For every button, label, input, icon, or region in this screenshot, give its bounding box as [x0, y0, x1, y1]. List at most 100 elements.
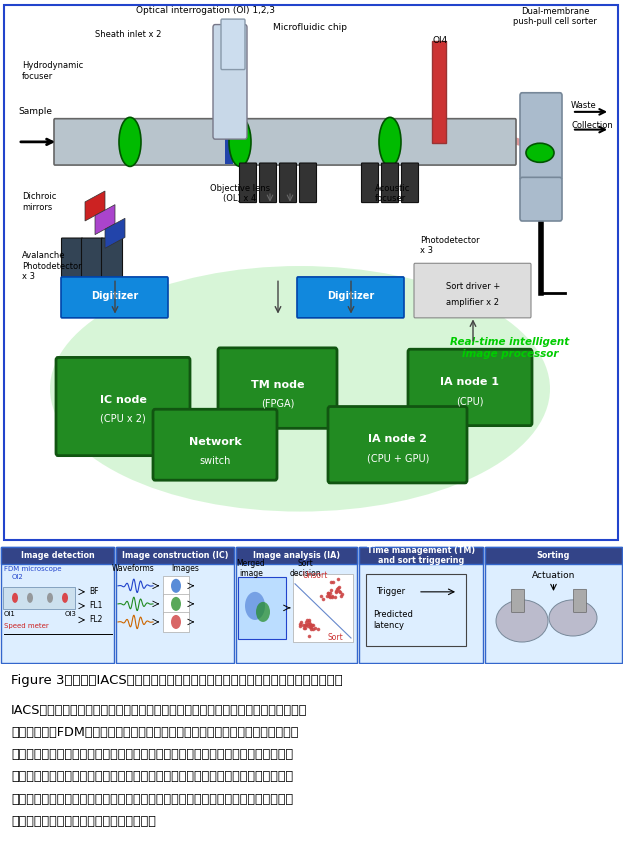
Text: Image construction (IC): Image construction (IC) — [121, 552, 228, 560]
Text: FDM microscope: FDM microscope — [4, 566, 62, 572]
FancyBboxPatch shape — [401, 163, 419, 202]
Text: Acoustic
focuser: Acoustic focuser — [375, 184, 411, 203]
Text: IA node 2: IA node 2 — [368, 434, 427, 444]
FancyBboxPatch shape — [221, 19, 245, 69]
Ellipse shape — [171, 597, 181, 611]
Text: Microfluidic chip: Microfluidic chip — [273, 23, 347, 32]
FancyBboxPatch shape — [218, 348, 337, 428]
Bar — [116, 547, 234, 563]
Ellipse shape — [229, 118, 251, 167]
Polygon shape — [105, 218, 125, 248]
Text: Dual-membrane
push-pull cell sorter: Dual-membrane push-pull cell sorter — [513, 7, 597, 26]
Text: Network: Network — [189, 437, 241, 447]
Point — [328, 575, 338, 589]
Bar — [116, 547, 234, 663]
Text: Waveforms: Waveforms — [112, 564, 155, 574]
Point — [308, 618, 318, 632]
Bar — [1, 547, 114, 663]
Point — [303, 629, 313, 643]
Point — [300, 621, 310, 634]
Point — [325, 585, 335, 599]
Text: Sample: Sample — [18, 107, 52, 117]
FancyBboxPatch shape — [82, 238, 103, 280]
Text: のストリームに維持され、画像プロセッサによる決定によってトリガーされる二重: のストリームに維持され、画像プロセッサによる決定によってトリガーされる二重 — [11, 771, 293, 783]
Point — [334, 584, 344, 597]
Ellipse shape — [119, 118, 141, 167]
Text: Image detection: Image detection — [21, 552, 94, 560]
Text: IACSに注入された浮遊細胞は、流体力学的フォーカサーによって単一のストリーム: IACSに注入された浮遊細胞は、流体力学的フォーカサーによって単一のストリーム — [11, 704, 308, 717]
FancyBboxPatch shape — [520, 178, 562, 221]
Text: Time management (TM)
and sort triggering: Time management (TM) and sort triggering — [367, 546, 475, 565]
Bar — [3, 587, 75, 609]
Text: Digitizer: Digitizer — [327, 291, 374, 301]
FancyBboxPatch shape — [414, 263, 531, 318]
Bar — [238, 577, 286, 639]
Text: Objective lens
(OL) x 4: Objective lens (OL) x 4 — [210, 184, 270, 203]
Ellipse shape — [549, 600, 597, 636]
Text: FL1: FL1 — [89, 602, 102, 611]
Point — [334, 580, 344, 594]
Bar — [225, 55, 233, 164]
Text: amplifier x 2: amplifier x 2 — [447, 299, 500, 307]
Bar — [293, 574, 353, 642]
Text: (CPU + GPU): (CPU + GPU) — [367, 453, 429, 464]
Text: メージプロセッサによって分析されます。計算中に音響フォーカサーによって単一: メージプロセッサによって分析されます。計算中に音響フォーカサーによって単一 — [11, 748, 293, 761]
Point — [305, 613, 315, 627]
Point — [307, 618, 316, 632]
Text: Actuation: Actuation — [532, 571, 575, 580]
Ellipse shape — [526, 143, 554, 162]
Text: Speed meter: Speed meter — [4, 623, 49, 629]
FancyBboxPatch shape — [408, 349, 532, 426]
Point — [295, 617, 305, 630]
Ellipse shape — [245, 592, 265, 620]
Ellipse shape — [50, 266, 550, 512]
Text: IC node: IC node — [100, 395, 146, 404]
Ellipse shape — [27, 593, 33, 603]
Text: Sorting: Sorting — [537, 552, 570, 560]
Point — [298, 618, 308, 632]
Point — [302, 613, 312, 627]
Text: Collection: Collection — [571, 121, 613, 130]
Text: 自動化され、リアルタイムで動作します。: 自動化され、リアルタイムで動作します。 — [11, 815, 156, 828]
Text: Sheath inlet x 2: Sheath inlet x 2 — [95, 30, 161, 39]
Point — [330, 591, 340, 604]
FancyBboxPatch shape — [54, 118, 516, 165]
Text: 膜プッシュプルセルソーターによってソートされます。このプロセス全体は完全に: 膜プッシュプルセルソーターによってソートされます。このプロセス全体は完全に — [11, 793, 293, 805]
FancyBboxPatch shape — [361, 163, 379, 202]
Ellipse shape — [12, 593, 18, 603]
Point — [326, 584, 336, 597]
Text: Avalanche
Photodetector
x 3: Avalanche Photodetector x 3 — [22, 251, 82, 281]
FancyBboxPatch shape — [213, 25, 247, 139]
Text: OI1: OI1 — [4, 611, 16, 617]
Bar — [432, 41, 446, 143]
Point — [307, 623, 316, 636]
Point — [310, 621, 320, 634]
Text: (CPU): (CPU) — [456, 396, 483, 406]
FancyBboxPatch shape — [574, 590, 586, 613]
Point — [308, 623, 318, 636]
Ellipse shape — [47, 593, 53, 603]
Bar — [236, 547, 357, 563]
Text: Figure 3　完全なIACSシステムは、５つの主要なセクションで構成されています。: Figure 3 完全なIACSシステムは、５つの主要なセクションで構成されてい… — [11, 673, 343, 687]
FancyBboxPatch shape — [280, 163, 297, 202]
Text: Sort
decision: Sort decision — [289, 559, 321, 579]
Text: Images: Images — [171, 564, 199, 574]
Ellipse shape — [62, 593, 68, 603]
Text: Dichroic
mirrors: Dichroic mirrors — [22, 192, 56, 212]
Point — [303, 616, 313, 629]
Ellipse shape — [256, 602, 270, 622]
Point — [331, 585, 341, 598]
Text: OI3: OI3 — [65, 611, 77, 617]
Bar — [163, 576, 189, 596]
Point — [327, 589, 337, 602]
Text: Unsort: Unsort — [302, 571, 328, 580]
FancyBboxPatch shape — [102, 238, 123, 280]
Bar — [234, 55, 239, 164]
FancyBboxPatch shape — [260, 163, 277, 202]
Bar — [485, 547, 622, 563]
Bar — [163, 594, 189, 614]
Text: FL2: FL2 — [89, 615, 102, 624]
Bar — [359, 547, 483, 563]
Bar — [359, 547, 483, 663]
Text: OI4: OI4 — [432, 36, 447, 46]
